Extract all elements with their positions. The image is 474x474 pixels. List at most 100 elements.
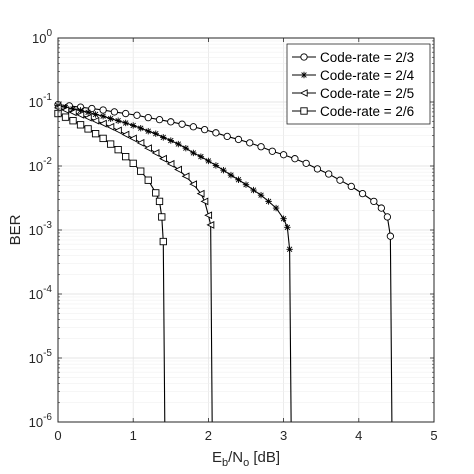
data-point (265, 198, 272, 205)
x-tick-label: 4 (355, 428, 362, 443)
data-point (144, 113, 152, 122)
legend-label: Code-rate = 2/5 (320, 86, 414, 101)
data-point (272, 204, 280, 212)
y-tick-label-base: 10 (29, 415, 43, 430)
legend-marker (300, 53, 308, 61)
data-point (284, 224, 291, 231)
data-point (182, 144, 190, 152)
data-point (99, 106, 107, 114)
x-axis-label-base: E (212, 449, 222, 466)
y-tick-label-exp: -5 (43, 348, 52, 359)
data-point (155, 197, 164, 206)
series-4 (54, 109, 167, 423)
y-tick-label: 10-5 (29, 348, 53, 366)
data-point (235, 176, 242, 183)
data-point (336, 176, 344, 184)
data-point (223, 132, 231, 141)
data-point (133, 111, 141, 119)
data-point (98, 119, 107, 128)
data-point (280, 215, 287, 222)
data-point (61, 113, 70, 121)
data-point (159, 237, 167, 246)
y-tick-label-exp: -6 (43, 412, 52, 423)
data-point (166, 159, 175, 168)
x-axis-label-sub1: b (222, 457, 228, 469)
data-point (196, 189, 205, 198)
data-point (206, 221, 215, 229)
data-point (200, 197, 209, 206)
data-point (92, 111, 99, 118)
x-axis-label: Eb/No [dB] (212, 449, 280, 469)
data-point (181, 172, 190, 181)
legend-label: Code-rate = 2/4 (320, 68, 415, 83)
x-axis-label-mid: /N (228, 449, 243, 466)
y-tick-label: 10-1 (29, 92, 53, 110)
y-tick-label-base: 10 (29, 95, 43, 110)
x-axis-label-sub2: o (243, 457, 249, 469)
data-point (122, 109, 130, 118)
y-tick-label: 10-2 (29, 156, 53, 174)
data-point (167, 137, 174, 144)
x-tick-label: 5 (430, 428, 437, 443)
data-point (291, 155, 299, 163)
data-point (76, 110, 85, 119)
data-point (152, 189, 160, 197)
legend-item: Code-rate = 2/3 (292, 50, 414, 65)
data-point (137, 167, 145, 175)
data-point (121, 130, 130, 139)
y-tick-label-exp: -2 (43, 156, 52, 167)
x-tick-label: 3 (280, 428, 287, 443)
legend-label: Code-rate = 2/3 (320, 50, 414, 65)
y-tick-label-base: 10 (29, 351, 43, 366)
y-tick-label-exp: -1 (43, 92, 52, 103)
data-point (114, 146, 122, 154)
legend-marker (300, 71, 308, 79)
data-point (347, 182, 355, 191)
data-point (106, 140, 115, 148)
series-line (57, 113, 166, 423)
data-point (91, 130, 100, 138)
data-point (220, 166, 227, 174)
data-point (178, 120, 186, 128)
data-point (257, 143, 265, 151)
y-tick-label-base: 10 (32, 31, 46, 46)
data-point (145, 127, 152, 135)
data-point (69, 105, 77, 113)
data-point (159, 154, 167, 163)
x-tick-label: 0 (54, 428, 61, 443)
data-point (386, 232, 395, 240)
data-point (227, 171, 235, 179)
data-point (268, 147, 276, 155)
data-point (377, 204, 386, 212)
y-tick-label: 10-6 (29, 412, 53, 430)
data-point (325, 170, 333, 178)
y-tick-label: 10-3 (29, 220, 53, 238)
y-tick-label-base: 10 (29, 159, 43, 174)
data-point (136, 138, 145, 147)
data-point (68, 108, 77, 117)
data-point (122, 119, 129, 127)
x-axis-label-tail: [dB] (249, 449, 280, 466)
data-point (107, 115, 114, 122)
series-2 (54, 102, 293, 423)
data-point (144, 176, 152, 184)
data-point (302, 159, 310, 168)
data-point (242, 181, 250, 188)
data-point (175, 140, 182, 148)
data-point (189, 123, 198, 131)
legend-label: Code-rate = 2/6 (320, 104, 414, 119)
data-point (76, 121, 85, 129)
data-point (113, 126, 122, 135)
data-point (62, 103, 69, 111)
legend: Code-rate = 2/3 Code-rate = 2/4 Code-rate … (286, 43, 431, 125)
y-tick-label-base: 10 (29, 223, 43, 238)
x-tick-label: 2 (205, 428, 212, 443)
data-point (128, 134, 137, 143)
data-point (77, 107, 84, 114)
data-point (130, 122, 137, 129)
data-point (155, 115, 164, 124)
series-line (57, 105, 292, 423)
data-point (167, 118, 175, 126)
